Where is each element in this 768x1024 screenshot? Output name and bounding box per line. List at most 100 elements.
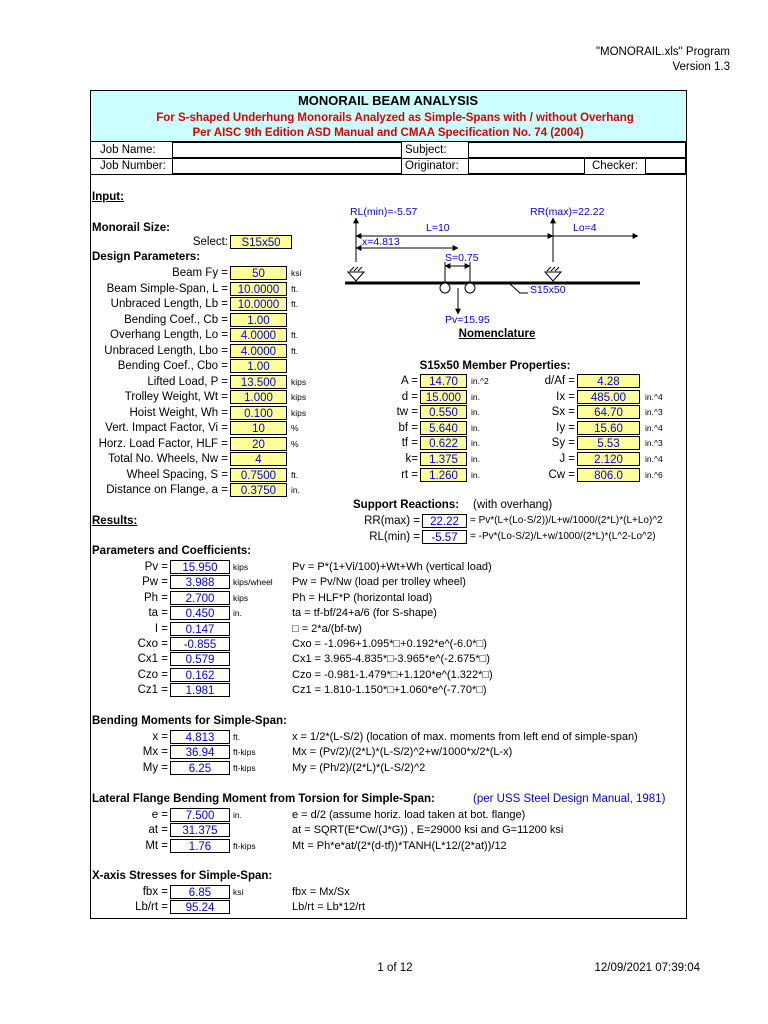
- unit: ft.: [291, 469, 299, 480]
- value-cell: 5.640: [420, 420, 467, 435]
- value-cell: 1.375: [420, 452, 467, 466]
- label: Mx =: [142, 746, 168, 759]
- label: Iy =: [556, 421, 575, 434]
- unit: ft.: [291, 345, 299, 356]
- unit: ksi: [291, 268, 302, 278]
- label: d/Af =: [544, 375, 575, 387]
- label: fbx =: [142, 886, 168, 898]
- value-cell: 64.70: [577, 405, 640, 420]
- input-field[interactable]: [172, 142, 402, 158]
- version: Version 1.3: [672, 61, 730, 73]
- value-cell: 0.622: [420, 436, 467, 451]
- label: bf =: [398, 421, 418, 434]
- value-cell: 31.375: [170, 823, 230, 838]
- value-cell: 4: [230, 452, 287, 466]
- unit: kips: [233, 592, 249, 603]
- label: Pw =: [142, 576, 168, 589]
- label: Beam Fy =: [172, 267, 228, 279]
- input-field[interactable]: [468, 158, 585, 174]
- formula: Mx = (Pv/2)/(2*L)*(L-S/2)^2+w/1000*x/2*(…: [292, 746, 513, 759]
- value-cell: 6.85: [170, 885, 230, 899]
- subtitle: For S-shaped Underhung Monorails Analyze…: [156, 112, 634, 124]
- unit: in.: [233, 810, 242, 820]
- label: Bending Coef., Cbo =: [117, 360, 228, 372]
- unit: ft-kips: [233, 762, 256, 773]
- note: (with overhang): [473, 499, 553, 511]
- value-cell: 0.579: [170, 652, 230, 667]
- field-label: Originator:: [405, 160, 459, 172]
- input-field[interactable]: [645, 158, 686, 174]
- value-cell: 15.950: [170, 560, 230, 574]
- label: Select:: [192, 236, 228, 248]
- value-cell: 0.3750: [230, 483, 287, 497]
- value-cell: 14.70: [420, 374, 467, 388]
- value-cell: 0.7500: [230, 467, 287, 482]
- label: Bending Coef., Cb =: [124, 313, 228, 326]
- value-cell: 6.25: [170, 760, 230, 775]
- diagram-label: S15x50: [530, 284, 566, 296]
- page-number: 1 of 12: [377, 962, 413, 974]
- diagram-label: Lo=4: [573, 222, 597, 234]
- formula: = Pv*(L+(Lo-S/2))/L+w/1000/(2*L)*(L+Lo)^…: [470, 515, 663, 526]
- unit: kips: [233, 562, 249, 572]
- unit: in.^4: [645, 422, 663, 433]
- title-band: [91, 91, 686, 141]
- formula: x = 1/2*(L-S/2) (location of max. moment…: [292, 731, 638, 743]
- label: tf =: [401, 437, 418, 450]
- formula: Ph = HLF*P (horizontal load): [292, 591, 433, 604]
- formula: Mt = Ph*e*at/(2*(d-tf))*TANH(L*12/(2*at)…: [292, 839, 507, 852]
- unit: ft.: [291, 299, 299, 309]
- unit: ft.: [291, 283, 299, 294]
- label: ta =: [148, 607, 168, 620]
- label: d =: [401, 390, 418, 403]
- value-cell: 4.0000: [230, 328, 287, 342]
- unit: in.: [471, 438, 480, 449]
- label: Cw =: [548, 468, 575, 481]
- value-cell: 10.0000: [230, 281, 287, 296]
- formula: Czo = -0.981-1.479*□+1.120*e^(1.322*□): [292, 668, 493, 681]
- label: Ix =: [556, 390, 575, 403]
- label: at =: [148, 824, 168, 837]
- unit: ft-kips: [233, 840, 256, 851]
- label: e =: [151, 809, 168, 821]
- input-field[interactable]: [172, 158, 402, 174]
- unit: in.^6: [645, 469, 663, 480]
- diagram-label: RR(max)=22.22: [530, 206, 605, 218]
- unit: %: [291, 423, 299, 433]
- unit: in.: [233, 608, 242, 619]
- unit: ksi: [233, 887, 244, 897]
- unit: in.: [291, 485, 300, 495]
- value-cell: 7.500: [170, 808, 230, 822]
- label: Sy =: [551, 437, 575, 450]
- field-label: Checker:: [592, 160, 639, 172]
- unit: kips/wheel: [233, 577, 273, 588]
- value-cell: 10.0000: [230, 297, 287, 311]
- label: Overhang Length, Lo =: [110, 329, 228, 341]
- section-heading: Parameters and Coefficients:: [92, 545, 252, 557]
- diagram: [345, 217, 640, 315]
- outer-frame: [90, 90, 687, 919]
- formula: = -Pv*(Lo-S/2)/L+w/1000/(2*L)*(L^2-Lo^2): [470, 531, 656, 542]
- label: RR(max) =: [364, 515, 420, 527]
- label: Czo =: [137, 668, 168, 681]
- label: I =: [154, 622, 168, 635]
- input-field[interactable]: [468, 142, 686, 158]
- value-cell: 50: [230, 266, 287, 280]
- formula: □ = 2*a/(bf-tw): [292, 622, 362, 635]
- formula: ta = tf-bf/24+a/6 (for S-shape): [292, 607, 437, 620]
- section-heading: Results:: [92, 515, 138, 527]
- value-cell: 15.60: [577, 420, 640, 435]
- value-cell: 13.500: [230, 374, 287, 389]
- value-cell: 0.147: [170, 621, 230, 636]
- unit: in.^3: [645, 407, 663, 418]
- value-cell: 3.988: [170, 575, 230, 590]
- formula: Pw = Pv/Nw (load per trolley wheel): [292, 576, 466, 589]
- subtitle: Per AISC 9th Edition ASD Manual and CMAA…: [192, 127, 584, 139]
- label: Cx1 =: [137, 653, 168, 666]
- label: k=: [405, 453, 418, 465]
- diagram-label: L=10: [426, 222, 450, 234]
- label: Vert. Impact Factor, Vi =: [105, 422, 228, 434]
- unit: in.: [471, 422, 480, 433]
